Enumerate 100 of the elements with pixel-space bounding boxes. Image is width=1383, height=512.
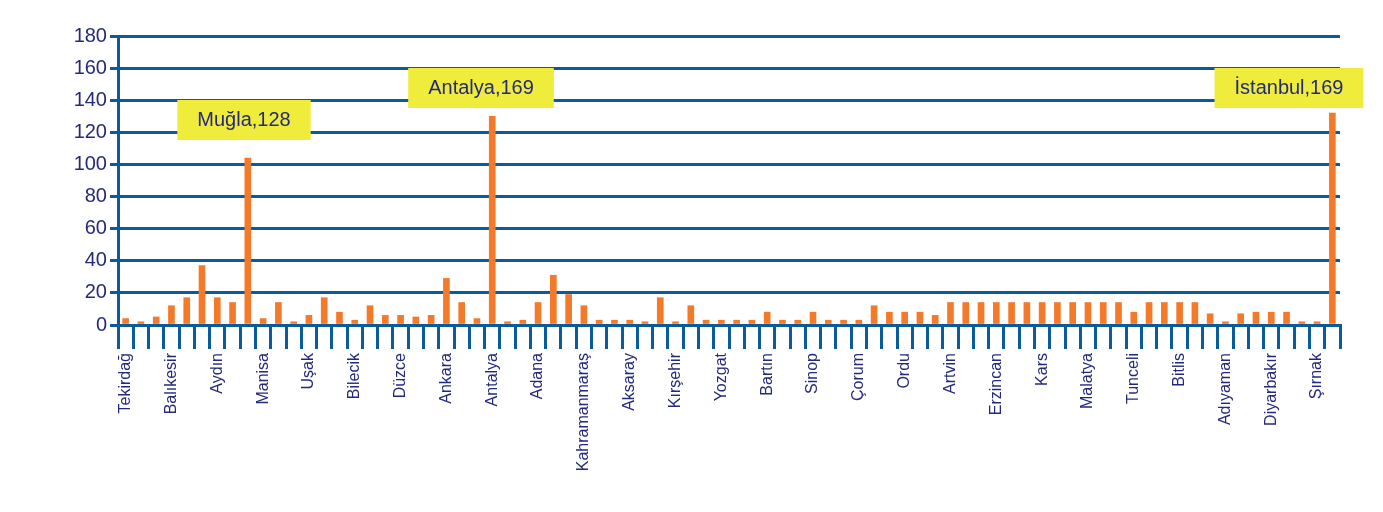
bar <box>1069 302 1077 324</box>
bar <box>931 315 939 324</box>
bar <box>1054 302 1061 324</box>
x-tick-label: Bilecik <box>345 352 363 400</box>
bar <box>336 311 343 324</box>
y-tick-label: 160 <box>73 55 107 78</box>
bar <box>824 319 832 324</box>
bar <box>626 319 634 324</box>
bar <box>366 305 374 324</box>
bar <box>519 319 527 324</box>
bar <box>1298 321 1306 324</box>
x-tick-label: Uşak <box>299 352 317 390</box>
y-tick-label: 180 <box>73 23 107 46</box>
y-tick-label: 60 <box>84 216 107 239</box>
bar <box>794 319 802 324</box>
x-tick-label: Adıyaman <box>1215 353 1233 426</box>
bar <box>351 319 359 324</box>
bar <box>1130 311 1138 324</box>
bar <box>244 157 252 324</box>
bar <box>213 297 221 324</box>
bar <box>397 315 404 324</box>
bar <box>504 321 511 324</box>
x-tick-label: Diyarbakır <box>1261 352 1279 426</box>
bar <box>381 315 389 324</box>
bar <box>763 311 771 324</box>
x-tick-label: Tekirdağ <box>116 353 134 414</box>
bar <box>550 274 557 324</box>
bar <box>870 305 878 324</box>
bar <box>259 318 267 324</box>
bar <box>1206 313 1214 324</box>
bar <box>702 319 710 324</box>
bar <box>1222 321 1229 324</box>
bar <box>977 302 985 324</box>
bar <box>840 319 847 324</box>
bar <box>275 302 282 324</box>
y-tick-label: 80 <box>84 184 107 207</box>
x-tick-label: Şırnak <box>1307 352 1325 400</box>
x-tick-label: Aksaray <box>620 353 638 411</box>
y-tick-label: 20 <box>84 280 107 303</box>
bar <box>672 321 679 324</box>
bar <box>427 315 435 324</box>
y-tick-label: 140 <box>73 87 107 110</box>
bar <box>152 316 160 324</box>
bar <box>1099 302 1107 324</box>
bar <box>611 319 618 324</box>
bar <box>565 294 572 324</box>
x-tick-label: Yozgat <box>711 352 729 402</box>
bar <box>1038 302 1046 324</box>
bar <box>488 115 496 324</box>
bar <box>122 318 129 324</box>
bar <box>1023 302 1031 324</box>
bar <box>809 311 817 324</box>
y-tick-label: 100 <box>73 151 107 174</box>
bar <box>1115 302 1122 324</box>
bar <box>473 318 481 324</box>
bar <box>595 319 603 324</box>
y-tick-label: 40 <box>84 248 107 271</box>
bar <box>1329 112 1336 324</box>
bar <box>916 311 924 324</box>
x-tick-label: Aydın <box>207 353 225 394</box>
bar <box>1252 311 1260 324</box>
x-tick-label: Düzce <box>390 352 408 399</box>
x-tick-label: Bartın <box>757 353 775 396</box>
x-tick-label: Manisa <box>253 352 271 405</box>
bar <box>1283 311 1290 324</box>
bar <box>733 319 740 324</box>
bar <box>947 302 954 324</box>
bar <box>198 265 206 324</box>
bar <box>1084 302 1092 324</box>
bar <box>748 319 756 324</box>
x-tick-label: Antalya <box>482 352 500 407</box>
bar <box>320 297 328 324</box>
y-tick-label: 0 <box>95 312 107 335</box>
bar <box>305 315 313 324</box>
bar <box>1008 302 1015 324</box>
bar <box>229 302 236 324</box>
bar <box>1176 302 1183 324</box>
bar <box>1161 302 1168 324</box>
bar <box>443 278 450 324</box>
bar <box>656 297 664 324</box>
x-tick-label: Çorum <box>849 353 867 402</box>
x-tick-label: Erzincan <box>986 353 1004 416</box>
bar <box>1237 313 1245 324</box>
bar <box>580 305 588 324</box>
bar <box>1313 321 1321 324</box>
bar <box>641 321 649 324</box>
x-tick-label: Kars <box>1032 353 1050 386</box>
x-tick-label: Ordu <box>895 353 913 389</box>
bar <box>168 305 175 324</box>
x-tick-label: Artvin <box>940 353 958 394</box>
bar <box>183 297 191 324</box>
annotation: İstanbul,169 <box>1234 75 1344 98</box>
x-tick-label: Balıkesir <box>161 352 179 415</box>
bar <box>901 311 908 324</box>
bar <box>1267 311 1275 324</box>
bar <box>1145 302 1153 324</box>
bar <box>718 319 725 324</box>
x-tick-label: Kırşehir <box>665 352 683 409</box>
bar <box>962 302 970 324</box>
bar <box>137 321 145 324</box>
